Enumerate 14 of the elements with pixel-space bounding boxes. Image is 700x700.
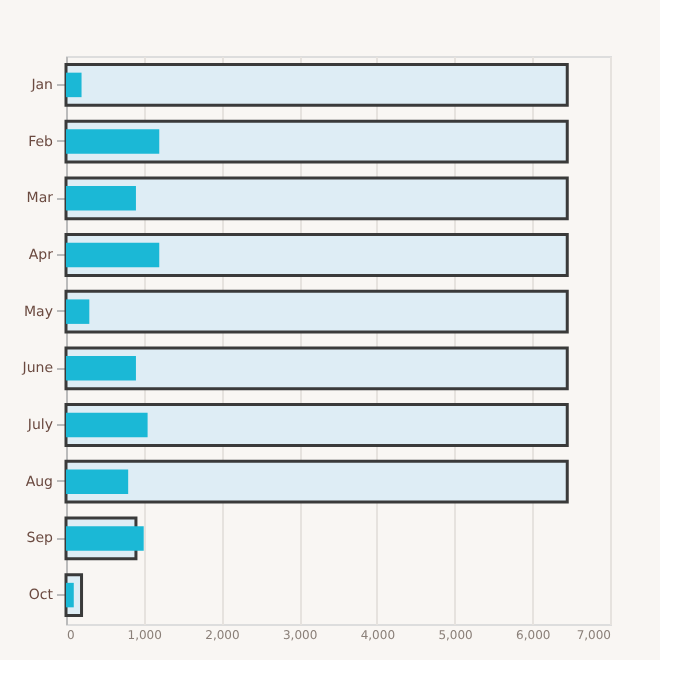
bar [64,289,569,334]
bar [64,346,569,391]
bar [64,176,569,221]
bar [66,356,136,381]
bar [66,412,148,438]
bar [66,129,160,154]
bar [66,469,129,494]
bar [66,526,144,551]
bar [66,72,82,98]
bar [64,63,569,107]
bar [66,186,136,211]
bar [64,459,569,504]
bar [66,299,90,324]
bar [66,242,160,268]
